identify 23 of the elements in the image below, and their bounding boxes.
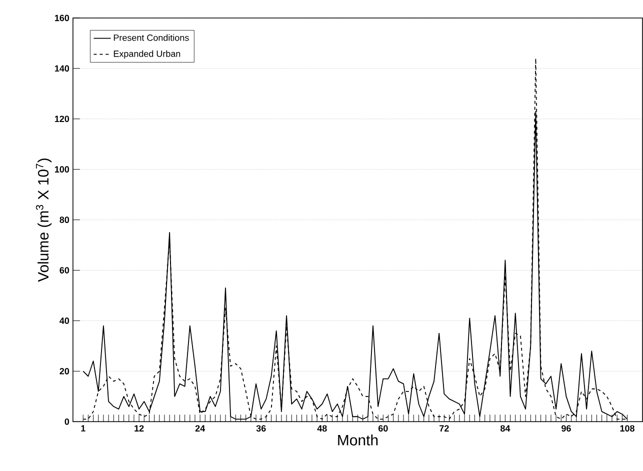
x-tick-label: 72 xyxy=(440,425,449,432)
y-tick-label: 80 xyxy=(60,216,70,224)
x-tick-label: 1 xyxy=(81,425,86,432)
legend-label: Expanded Urban xyxy=(114,50,180,59)
x-tick-label: 60 xyxy=(378,425,388,432)
x-tick-label: 36 xyxy=(256,425,266,432)
x-tick-label: 48 xyxy=(317,425,327,432)
legend-label: Present Conditions xyxy=(114,34,189,42)
y-tick-label: 60 xyxy=(60,267,70,274)
x-axis-title: Month xyxy=(338,434,378,446)
x-tick-label: 96 xyxy=(562,425,571,432)
x-tick-label: 24 xyxy=(195,425,206,432)
y-tick-label: 20 xyxy=(60,368,70,375)
y-tick-label: 40 xyxy=(60,318,70,324)
y-tick-label: 140 xyxy=(54,65,70,72)
y-tick-label: 120 xyxy=(54,116,70,122)
y-tick-label: 0 xyxy=(64,418,70,426)
x-tick-label: 84 xyxy=(500,425,510,432)
y-axis-title: Volume (m$^{3}$ X 10$^{7}$) xyxy=(36,158,52,282)
x-tick-label: 12 xyxy=(134,425,144,432)
y-tick-label: 160 xyxy=(54,14,70,22)
x-tick-label: 108 xyxy=(620,425,634,432)
y-tick-label: 100 xyxy=(54,166,70,173)
